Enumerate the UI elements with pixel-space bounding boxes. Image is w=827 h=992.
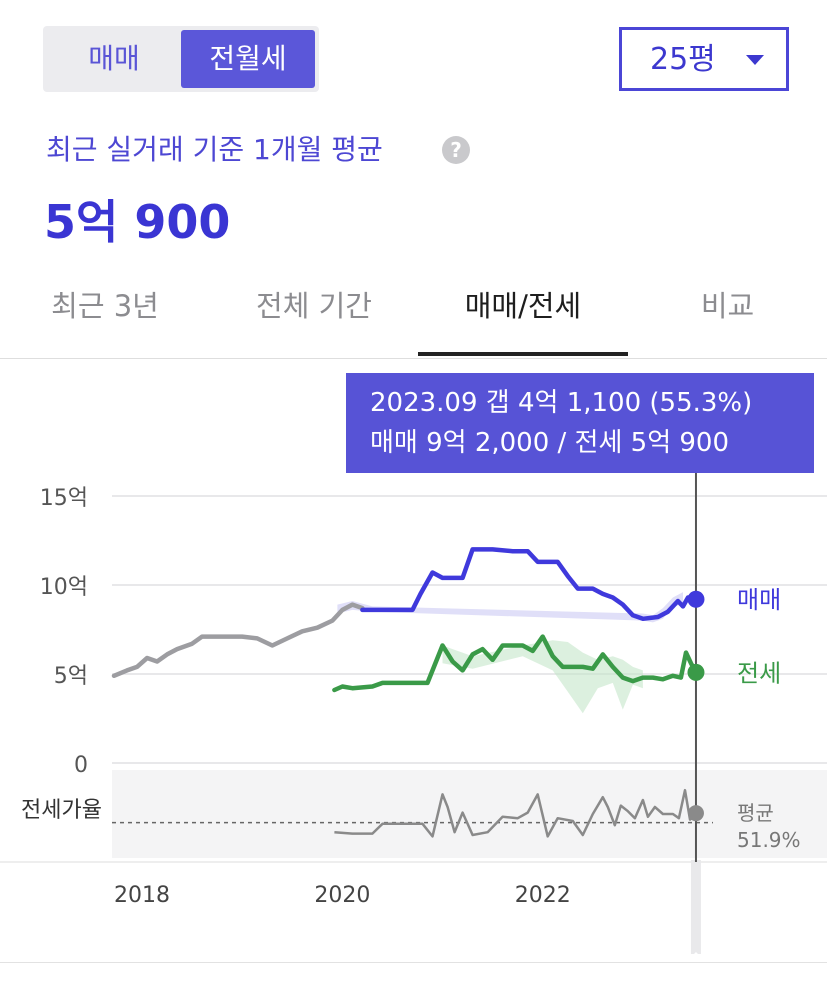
- ratio-label: 전세가율: [21, 798, 102, 823]
- tab-sale-jeonse[interactable]: 매매/전세: [464, 289, 582, 323]
- active-tab-indicator: [418, 352, 628, 356]
- y-tick-label: 5억: [54, 664, 88, 689]
- ratio-average-label: 평균: [737, 801, 774, 825]
- series-range-band: [442, 640, 643, 714]
- trade-type-sale-button[interactable]: 매매: [88, 42, 140, 75]
- y-tick-label: 0: [74, 753, 88, 778]
- ratio-average-value: 51.9%: [737, 828, 801, 852]
- tabs-divider: [0, 358, 827, 359]
- tab-compare[interactable]: 비교: [700, 289, 755, 323]
- series-line: [332, 634, 699, 693]
- trade-type-toggle: 매매 전월세: [43, 26, 319, 92]
- sale-end-label: 매매: [737, 586, 781, 614]
- tab-recent-3-years[interactable]: 최근 3년: [51, 289, 159, 323]
- y-tick-label: 15억: [40, 486, 88, 511]
- cursor-notch: [685, 952, 706, 962]
- average-price-subtitle: 최근 실거래 기준 1개월 평균: [46, 133, 383, 166]
- period-tabs: 최근 3년 전체 기간 매매/전세 비교: [0, 270, 827, 360]
- area-size-select[interactable]: 25평: [619, 27, 789, 91]
- trade-type-rent-button[interactable]: 전월세: [181, 30, 315, 88]
- x-tick-label: 2020: [314, 883, 370, 908]
- series-line: [111, 602, 365, 679]
- average-price-value: 5억 900: [44, 195, 231, 249]
- tooltip-gap-line: 2023.09 갭 4억 1,100 (55.3%): [370, 388, 753, 418]
- cursor-track: [690, 860, 701, 954]
- y-tick-label: 10억: [40, 575, 88, 600]
- tooltip-price-line: 매매 9억 2,000 / 전세 5억 900: [370, 428, 730, 458]
- chart-bottom-divider: [0, 962, 827, 963]
- jeonse-end-label: 전세: [737, 659, 781, 687]
- area-size-label: 25평: [650, 42, 716, 77]
- tab-all-period[interactable]: 전체 기간: [256, 289, 372, 323]
- ratio-end-point: [687, 805, 704, 822]
- chevron-down-icon: [746, 55, 764, 65]
- x-tick-label: 2018: [114, 883, 170, 908]
- ratio-line: [334, 788, 697, 838]
- x-tick-label: 2022: [515, 883, 571, 908]
- help-icon[interactable]: ?: [442, 136, 470, 164]
- jeonse-end-point: [687, 663, 705, 681]
- sale-end-point: [687, 590, 705, 608]
- series-line: [360, 547, 699, 622]
- ratio-panel-background: [112, 770, 827, 858]
- series-range-band: [337, 592, 683, 623]
- chart-tooltip: 2023.09 갭 4억 1,100 (55.3%) 매매 9억 2,000 /…: [346, 373, 814, 473]
